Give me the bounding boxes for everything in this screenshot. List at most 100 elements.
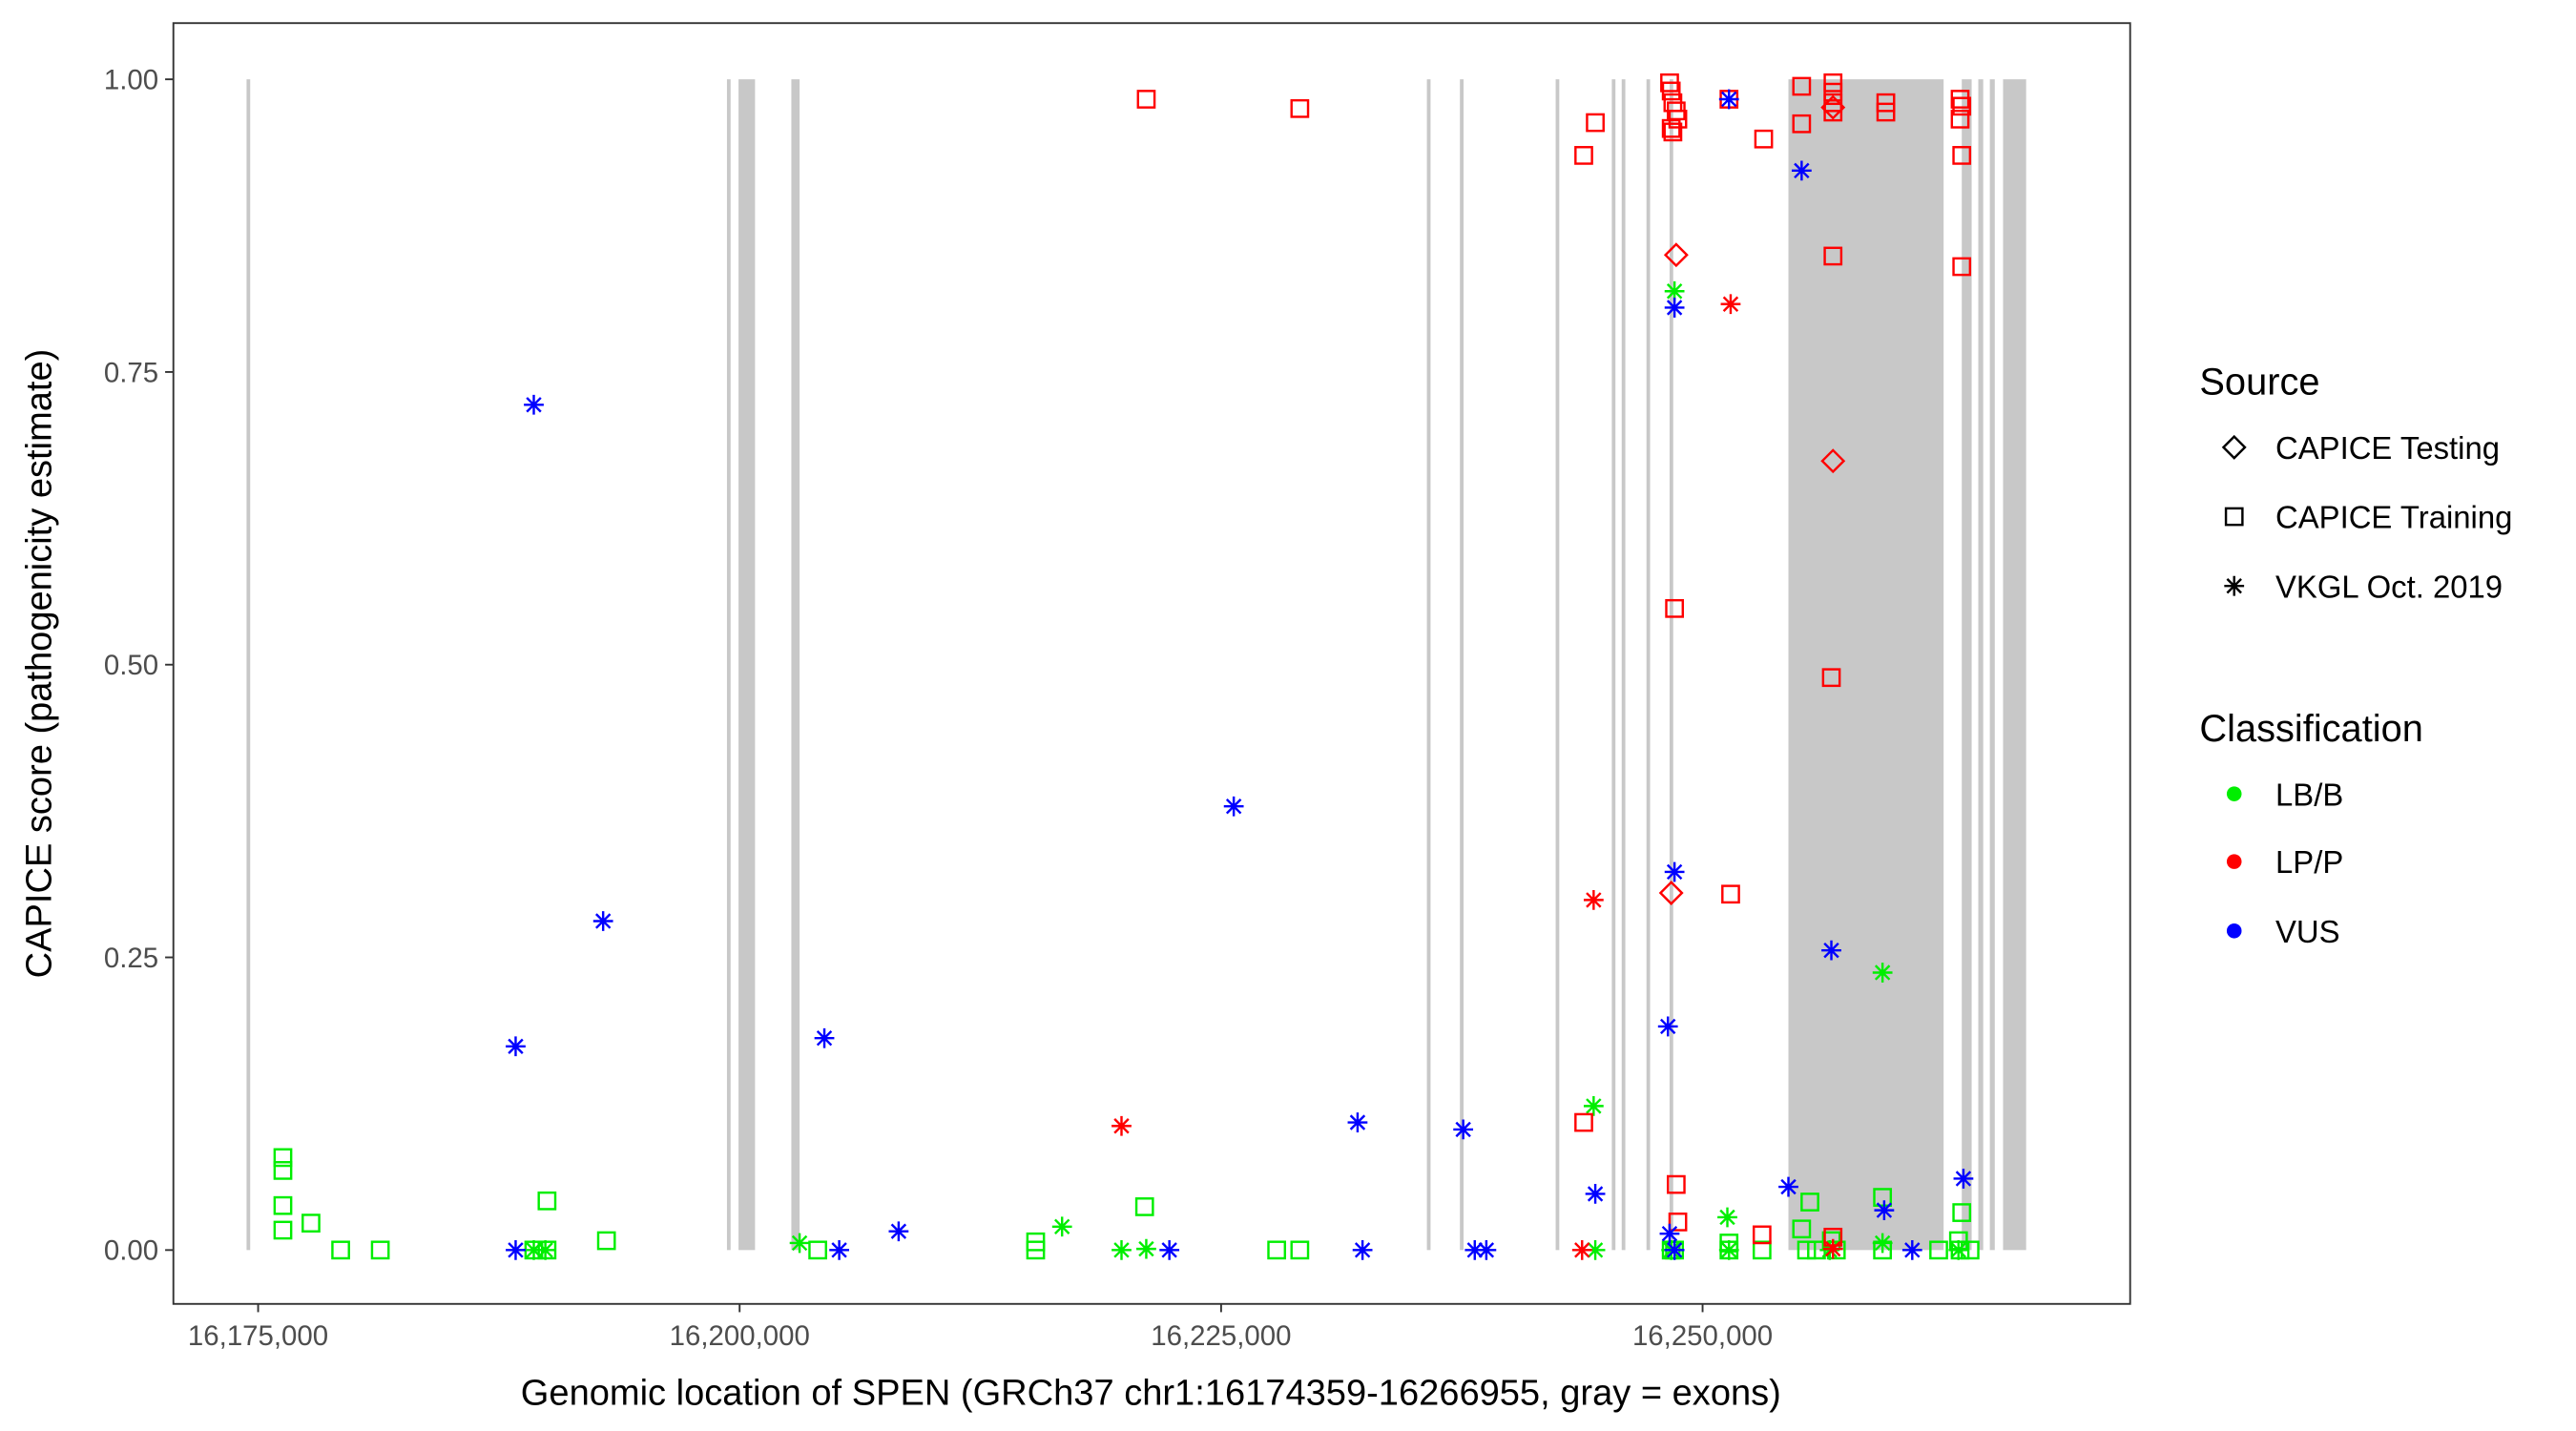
data-point-asterisk (1347, 1112, 1368, 1132)
data-point-square (1821, 668, 1841, 688)
data-point-asterisk (1585, 1184, 1606, 1204)
data-point-asterisk (506, 1036, 526, 1057)
legend-label: VUS (2275, 914, 2340, 949)
data-point-square (1574, 1112, 1593, 1132)
data-point-diamond (1820, 448, 1846, 474)
data-point-asterisk (1476, 1239, 1497, 1260)
data-point-asterisk (524, 394, 544, 415)
data-point-square (370, 1240, 390, 1260)
data-point-square (1136, 90, 1156, 109)
data-point-asterisk (1718, 1239, 1739, 1260)
legend-key-diamond (2221, 434, 2247, 460)
data-point-square (1665, 598, 1685, 618)
legend-label: CAPICE Testing (2275, 430, 2500, 466)
data-point-square (537, 1191, 557, 1211)
exon-bands (246, 79, 2026, 1251)
data-point-square (1823, 82, 1843, 102)
data-point-square (1800, 1192, 1819, 1212)
exon-band (1989, 79, 1995, 1251)
data-point-square (1026, 1240, 1046, 1260)
data-point-asterisk (1872, 963, 1893, 983)
y-tick-label: 0.25 (104, 943, 158, 974)
data-point-asterisk (1571, 1239, 1592, 1260)
data-point-square (1754, 129, 1774, 149)
data-point-asterisk (1453, 1119, 1474, 1140)
data-point-square (1950, 109, 1970, 129)
legend-key-dot (2226, 786, 2242, 801)
data-point-square (1952, 96, 1972, 116)
legend-key-dot (2226, 923, 2242, 939)
legend-key-dot (2226, 854, 2242, 869)
data-point-square (1663, 122, 1683, 142)
x-tick-label: 16,250,000 (1632, 1320, 1773, 1352)
data-point-asterisk (1901, 1239, 1922, 1260)
legend-key-asterisk (2224, 575, 2245, 596)
exon-band (1962, 79, 1972, 1251)
data-point-square (1267, 1240, 1287, 1260)
data-point-asterisk (1872, 1233, 1893, 1254)
data-point-square (1950, 90, 1970, 109)
data-point-square (1792, 76, 1812, 96)
data-point-square (331, 1240, 350, 1260)
exon-band (726, 79, 731, 1251)
data-point-square (1792, 114, 1812, 134)
data-point-asterisk (1717, 1207, 1737, 1228)
legend-title-classification: Classification (2199, 708, 2422, 750)
exon-band (1621, 79, 1626, 1251)
exon-band (791, 79, 800, 1251)
data-point-asterisk (888, 1221, 909, 1242)
x-tick-label: 16,175,000 (188, 1320, 328, 1352)
data-point-square (273, 1220, 293, 1240)
exon-band (1646, 79, 1651, 1251)
data-point-asterisk (1778, 1176, 1798, 1197)
y-axis: 0.00 0.25 0.50 0.75 1.00 (104, 65, 174, 1267)
exon-band (1611, 79, 1616, 1251)
data-point-square (1134, 1197, 1154, 1216)
data-point-square (1574, 146, 1593, 165)
data-point-square (1290, 1240, 1310, 1260)
data-point-square (1752, 1240, 1772, 1260)
data-point-square (1586, 113, 1605, 133)
data-point-square (1721, 884, 1740, 904)
plot-panel-border (172, 22, 2131, 1305)
x-tick-label: 16,225,000 (1151, 1320, 1291, 1352)
y-axis-title: CAPICE score (pathogenicity estimate) (20, 349, 60, 979)
data-point-asterisk (524, 1239, 544, 1260)
data-point-asterisk (829, 1239, 849, 1260)
data-point-asterisk (1718, 89, 1739, 110)
data-point-asterisk (1953, 1169, 1974, 1189)
data-point-asterisk (1136, 1238, 1156, 1259)
data-points (273, 73, 1980, 1260)
data-point-asterisk (506, 1239, 526, 1260)
legend-label: LP/P (2275, 844, 2343, 880)
data-point-asterisk (1821, 940, 1841, 961)
data-point-asterisk (535, 1239, 556, 1260)
exon-band (1669, 79, 1673, 1251)
data-point-square (1290, 98, 1310, 118)
data-point-asterisk (1659, 1223, 1680, 1244)
data-point-asterisk (1657, 1016, 1678, 1037)
data-point-asterisk (1111, 1239, 1132, 1260)
x-axis-title: Genomic location of SPEN (GRCh37 chr1:16… (521, 1373, 1781, 1413)
legend-label: CAPICE Training (2275, 500, 2512, 535)
exon-band (1460, 79, 1465, 1251)
data-point-square (1667, 1174, 1686, 1194)
data-point-square (1668, 1213, 1688, 1232)
exon-band (1555, 79, 1560, 1251)
data-point-square (1661, 118, 1681, 138)
data-point-square (1792, 1219, 1812, 1239)
data-point-asterisk (1051, 1216, 1072, 1237)
data-point-asterisk (1223, 796, 1244, 817)
legend-label: LB/B (2275, 777, 2343, 812)
data-point-square (1661, 81, 1681, 101)
y-tick-label: 1.00 (104, 65, 158, 96)
y-tick-label: 0.00 (104, 1235, 158, 1267)
data-point-asterisk (1948, 1239, 1969, 1260)
legend-title-source: Source (2199, 362, 2319, 404)
data-point-asterisk (1720, 294, 1741, 315)
data-point-square (273, 1195, 293, 1215)
data-point-asterisk (1465, 1239, 1485, 1260)
data-point-square (1952, 146, 1972, 165)
data-point-asterisk (1159, 1239, 1180, 1260)
